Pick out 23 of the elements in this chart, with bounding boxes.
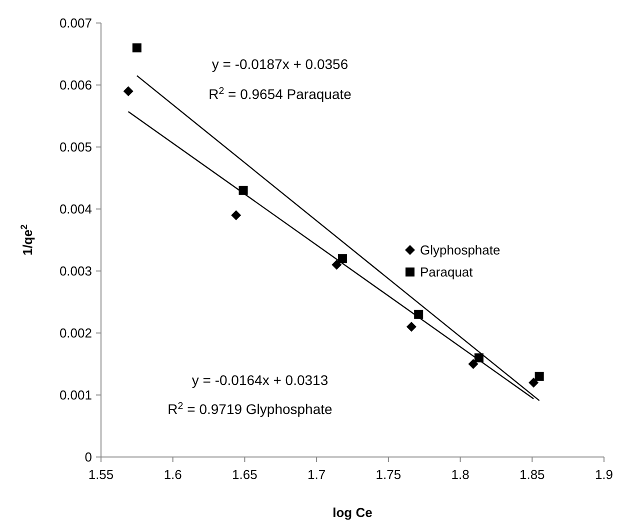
x-tick-label: 1.6 xyxy=(164,467,182,482)
x-tick-label: 1.65 xyxy=(232,467,258,482)
legend-label: Paraquat xyxy=(420,264,474,280)
annotation: y = -0.0187x + 0.0356 xyxy=(212,56,348,72)
y-tick-label: 0.003 xyxy=(59,264,92,279)
x-tick-label: 1.8 xyxy=(451,467,470,482)
annotation: R$^{2}$ = 0.9654 Paraquate xyxy=(208,86,352,102)
x-tick-label: 1.75 xyxy=(376,467,402,482)
annotation: R$^{2}$ = 0.9719 Glyphosphate xyxy=(168,400,333,417)
x-tick-label: 1.85 xyxy=(519,467,545,482)
legend-label: Glyphosphate xyxy=(420,242,500,258)
y-tick-label: 0.007 xyxy=(59,16,92,31)
x-tick-label: 1.55 xyxy=(88,467,114,482)
y-tick-label: 0.004 xyxy=(59,202,92,217)
y-tick-label: 0.002 xyxy=(59,326,92,341)
x-tick-label: 1.9 xyxy=(594,467,614,482)
y-tick-label: 0 xyxy=(84,450,92,465)
y-tick-label: 0.001 xyxy=(59,388,92,403)
x-axis-title: log Ce xyxy=(332,505,372,520)
y-tick-label: 0.006 xyxy=(59,78,92,93)
x-tick-label: 1.7 xyxy=(308,467,326,482)
y-tick-label: 0.005 xyxy=(59,140,92,155)
annotation: y = -0.0164x + 0.0313 xyxy=(192,372,328,388)
